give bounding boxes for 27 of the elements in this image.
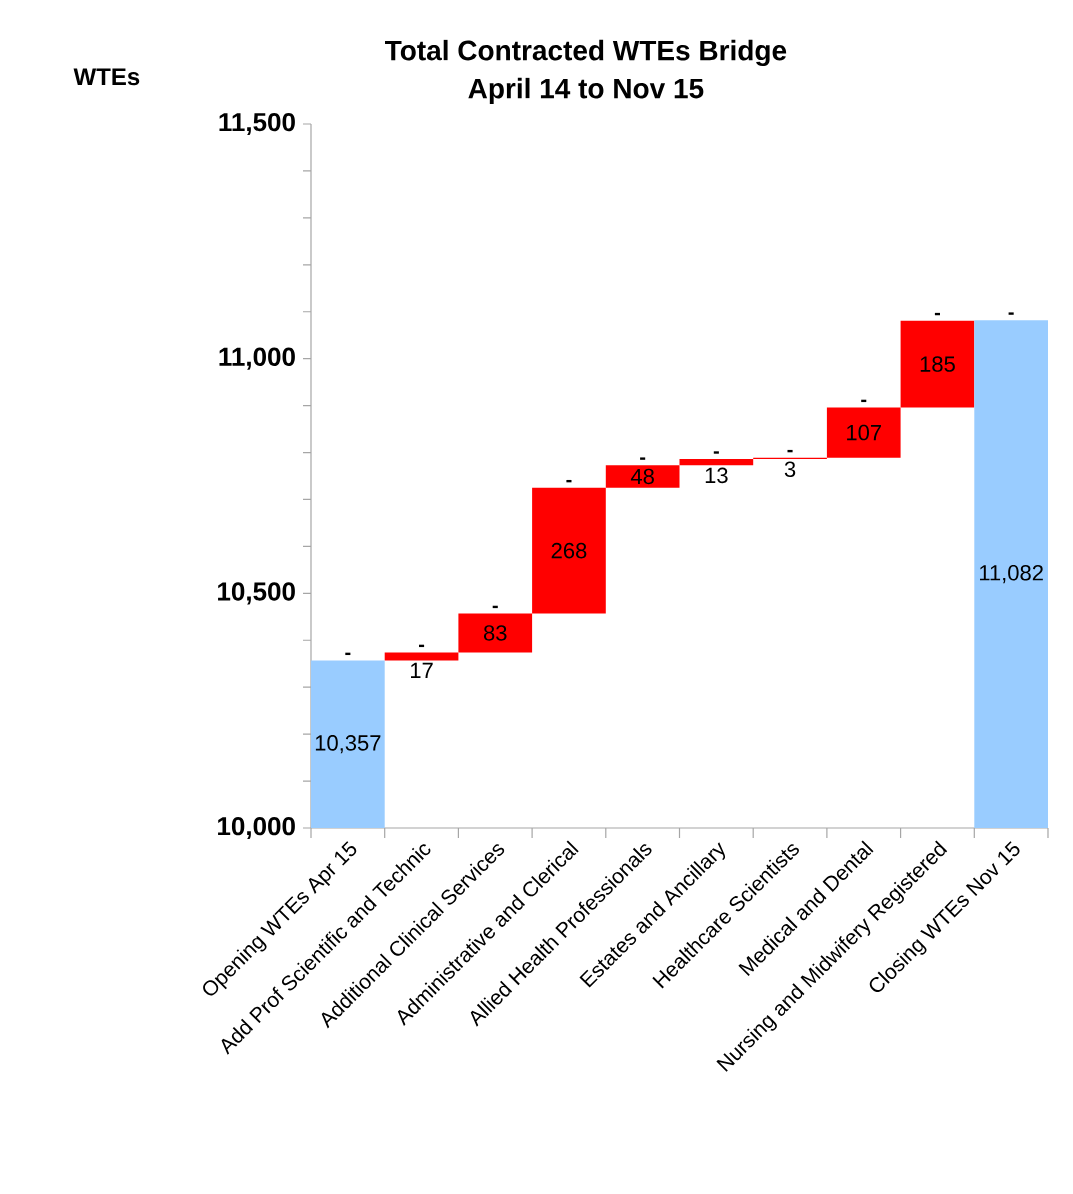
data-label: 48 <box>630 468 654 485</box>
annotation: - <box>787 449 793 453</box>
data-label: 185 <box>920 356 955 372</box>
y-tick-label: 11,500 <box>219 112 295 136</box>
y-tick-label: 10,500 <box>218 582 295 605</box>
annotation: - <box>713 451 719 454</box>
annotation: - <box>861 399 867 403</box>
y-axis-title: WTEs <box>73 68 140 86</box>
annotation: - <box>640 457 646 460</box>
annotation: - <box>1008 312 1014 315</box>
annotation: - <box>934 312 940 316</box>
annotation: - <box>419 644 425 648</box>
data-label: 13 <box>705 467 728 484</box>
data-label: 107 <box>847 424 881 441</box>
data-label: 3 <box>784 461 796 478</box>
annotation: - <box>566 479 572 483</box>
annotation: - <box>345 652 351 656</box>
data-label: 83 <box>483 625 507 641</box>
data-label: 11,082 <box>980 564 1043 584</box>
data-label: 17 <box>411 662 433 678</box>
chart-title: Total Contracted WTEs Bridge <box>385 39 787 67</box>
annotation: - <box>492 605 498 609</box>
y-tick-label: 10,000 <box>218 816 295 840</box>
data-label: 268 <box>551 542 587 559</box>
data-label: 10,357 <box>315 735 381 754</box>
chart-subtitle: April 14 to Nov 15 <box>468 77 704 104</box>
y-tick-label: 11,000 <box>219 347 295 370</box>
